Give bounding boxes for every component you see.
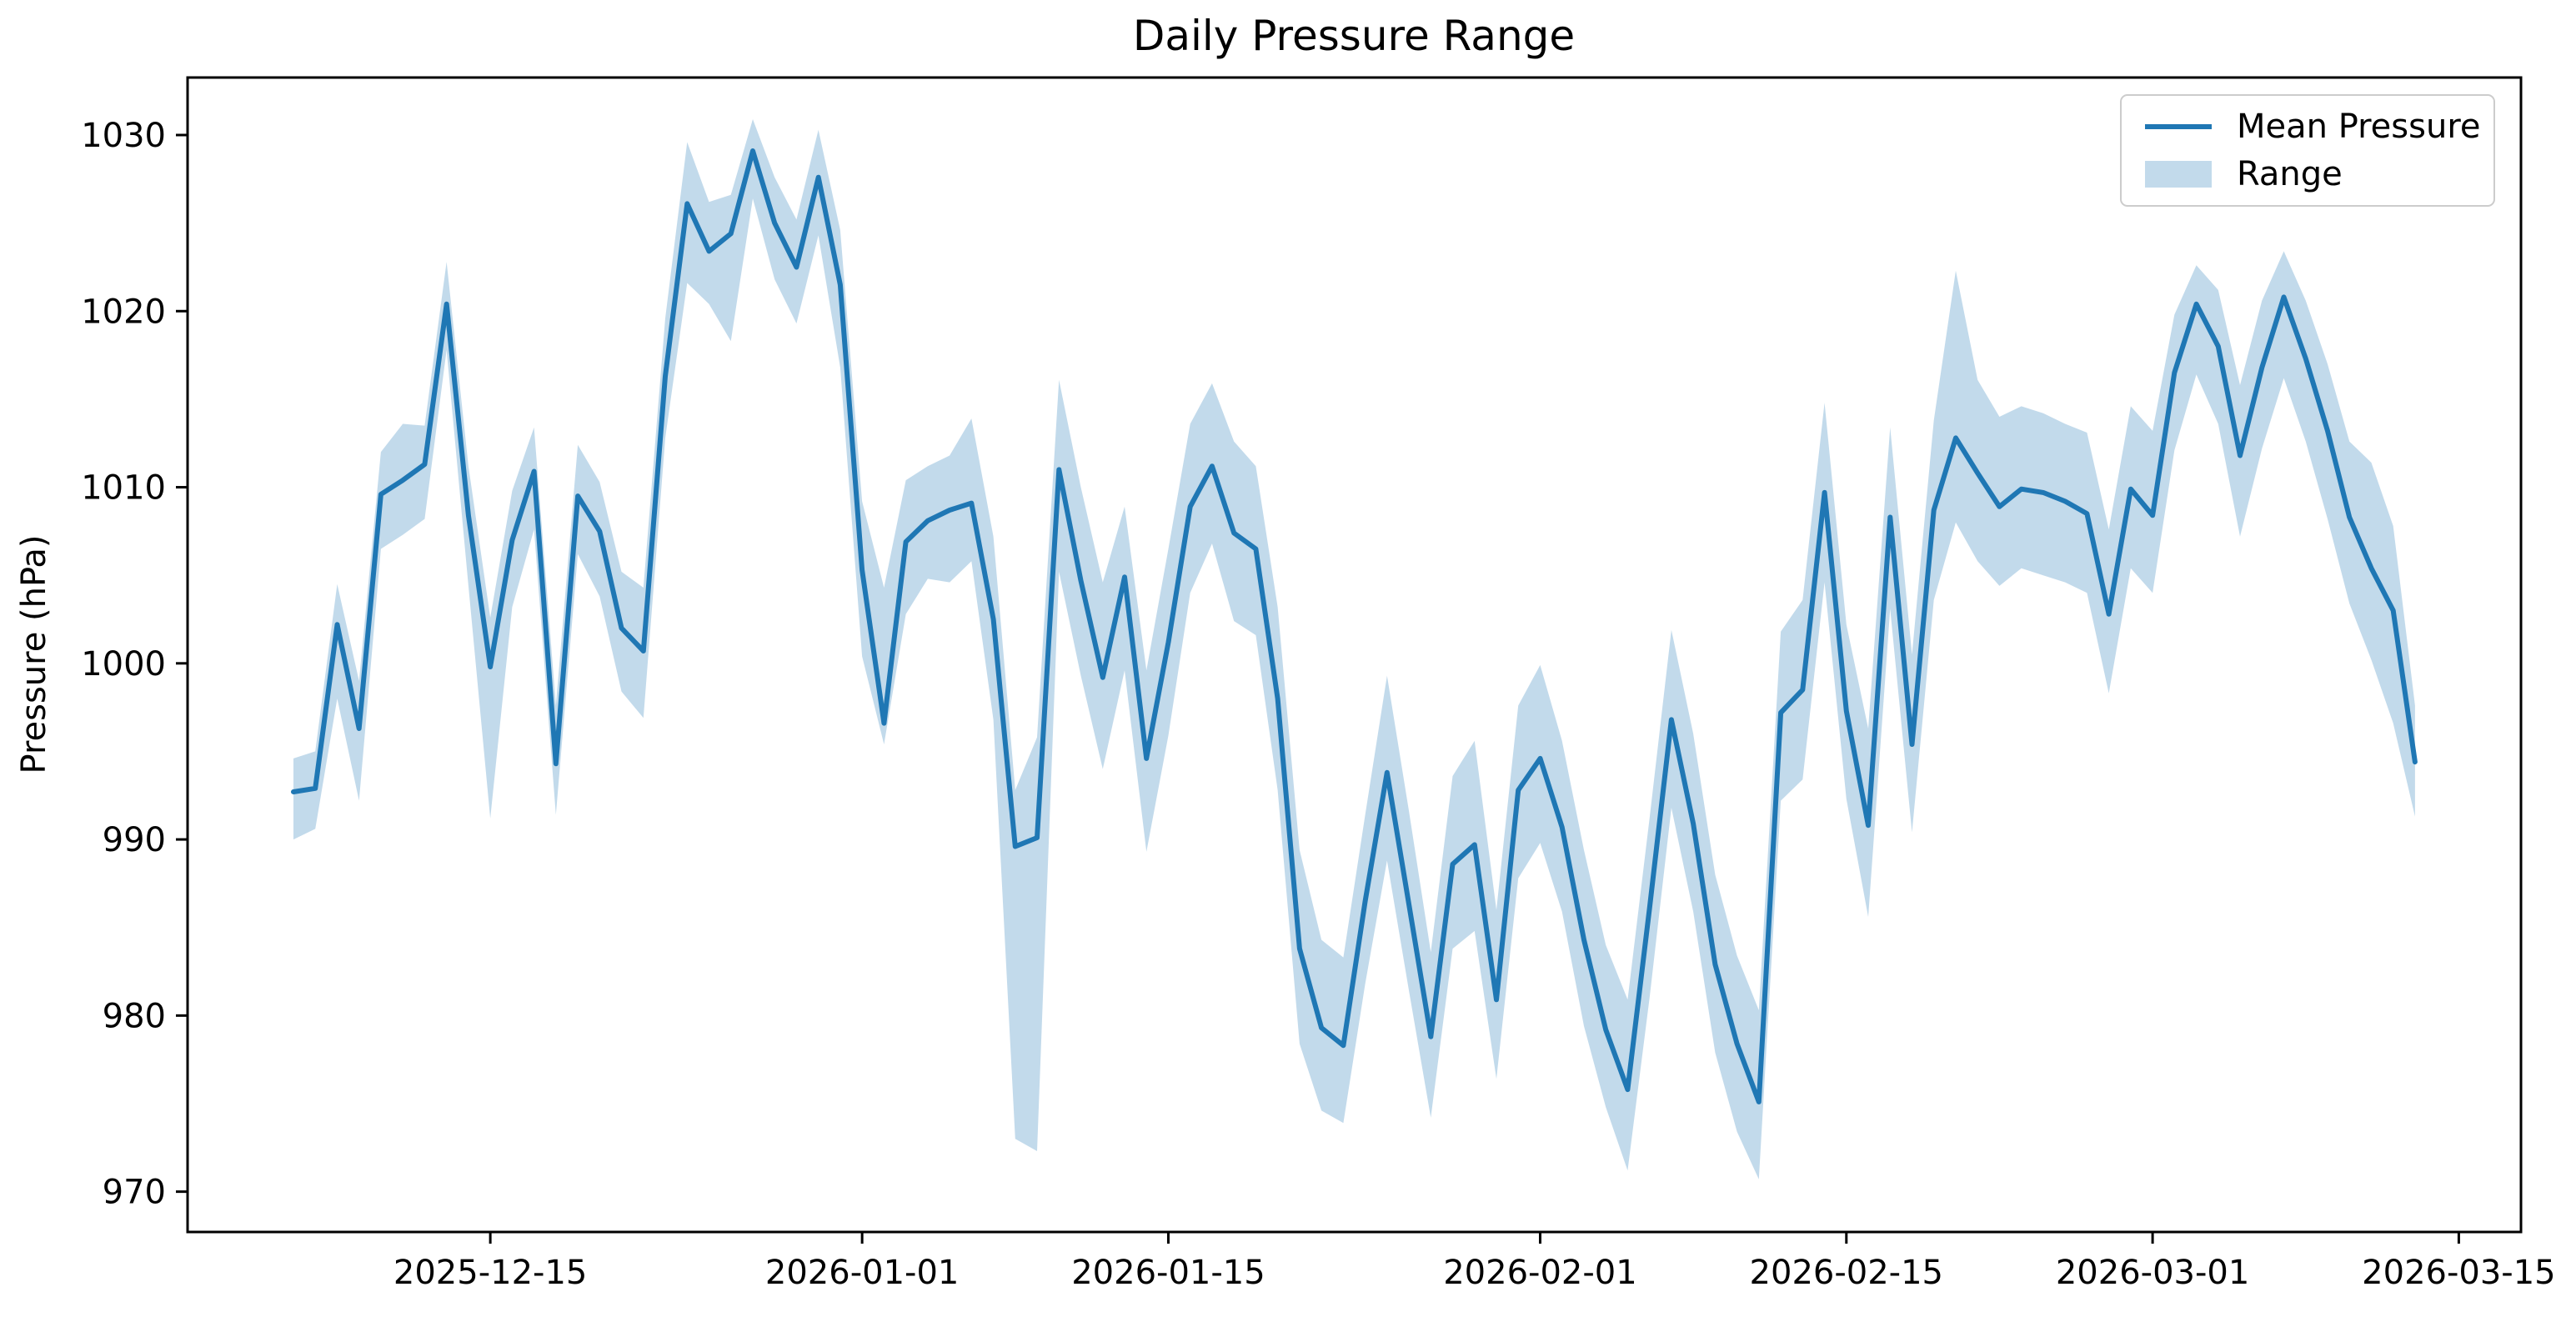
y-tick-label: 1000 — [81, 645, 166, 684]
y-tick-label: 1010 — [81, 469, 166, 508]
legend-label-mean: Mean Pressure — [2237, 108, 2481, 146]
range-band — [293, 119, 2415, 1179]
chart-title: Daily Pressure Range — [1132, 12, 1576, 60]
legend-label-range: Range — [2237, 155, 2343, 193]
range-band-swatch — [2145, 161, 2212, 188]
x-tick-label: 2026-03-01 — [2056, 1254, 2249, 1292]
y-tick-label: 1020 — [81, 293, 166, 331]
legend-row-range: Range — [2122, 153, 2493, 196]
y-tick-label: 1030 — [81, 117, 166, 155]
x-tick-label: 2026-02-15 — [1750, 1254, 1943, 1292]
y-tick-label: 970 — [103, 1174, 166, 1212]
y-tick-label: 990 — [103, 821, 166, 859]
mean-pressure-line — [291, 148, 2418, 1104]
x-tick-label: 2026-03-15 — [2362, 1254, 2555, 1292]
legend-row-mean: Mean Pressure — [2122, 105, 2493, 148]
mean-line-swatch — [2145, 124, 2212, 129]
x-tick-label: 2025-12-15 — [393, 1254, 587, 1292]
y-tick-label: 980 — [103, 997, 166, 1035]
x-tick-label: 2026-02-01 — [1443, 1254, 1636, 1292]
plot-border — [186, 76, 2523, 1234]
legend: Mean Pressure Range — [2120, 94, 2495, 207]
x-tick-label: 2026-01-15 — [1071, 1254, 1265, 1292]
x-tick-label: 2026-01-01 — [765, 1254, 959, 1292]
y-axis-label: Pressure (hPa) — [15, 534, 53, 774]
